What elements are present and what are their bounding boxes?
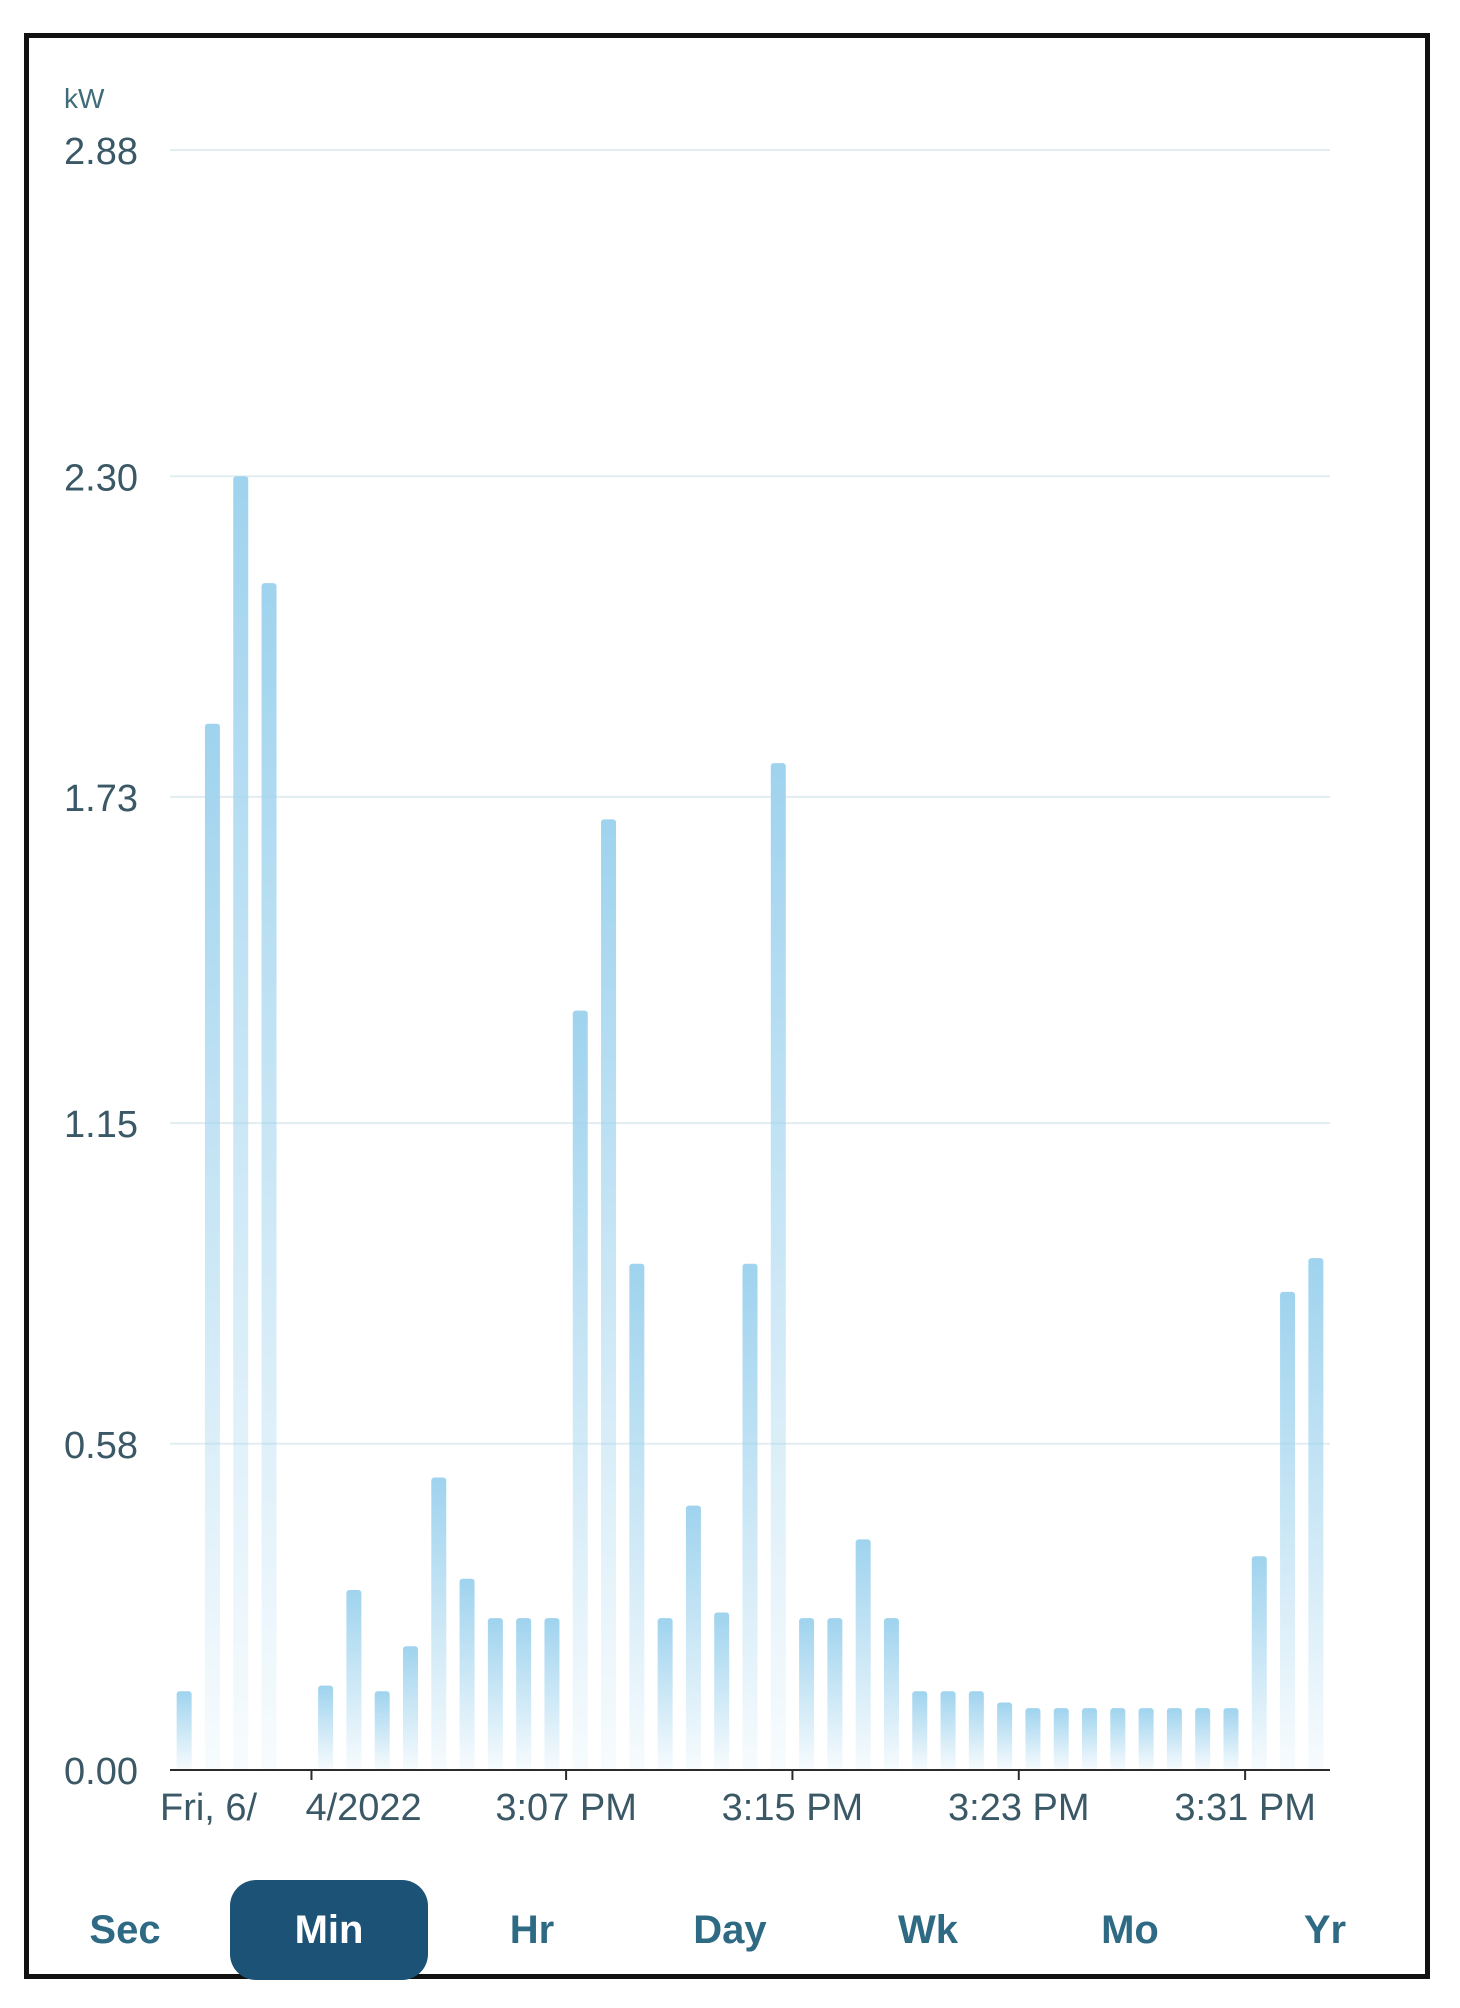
y-axis-unit: kW	[64, 83, 105, 114]
axes: 2.88 2.30 1.73 1.15 0.58 0.00 Fri, 6/4/2022 3:0…	[64, 131, 1330, 1829]
bar	[1053, 1708, 1069, 1770]
x-tick-label: 3:07 PM	[495, 1787, 637, 1829]
y-tick-label: 0.00	[64, 1751, 138, 1793]
x-tick-label: 3:23 PM	[948, 1787, 1090, 1829]
tab-mo[interactable]: Mo	[1101, 1908, 1159, 1952]
tab-min[interactable]: Min	[230, 1880, 428, 1980]
y-tick-label: 0.58	[64, 1425, 138, 1467]
bar	[685, 1505, 701, 1770]
y-tick-label: 2.30	[64, 457, 138, 499]
bar	[431, 1477, 447, 1770]
bar	[1223, 1708, 1239, 1770]
bar	[176, 1691, 192, 1770]
tab-hr[interactable]: Hr	[509, 1908, 555, 1952]
x-tick-label: 3:15 PM	[722, 1787, 864, 1829]
bar	[374, 1691, 390, 1770]
bar	[770, 763, 786, 1770]
bar	[629, 1263, 645, 1770]
bar	[233, 476, 249, 1770]
bar	[1308, 1258, 1324, 1770]
bar	[1110, 1708, 1126, 1770]
gridlines	[170, 149, 1330, 1445]
bar	[657, 1618, 673, 1770]
bar	[1025, 1708, 1041, 1770]
bar	[487, 1618, 503, 1770]
bar	[402, 1646, 418, 1770]
bar	[997, 1702, 1013, 1770]
bar	[572, 1010, 588, 1770]
bar	[799, 1618, 815, 1770]
tab-yr[interactable]: Yr	[1303, 1908, 1347, 1952]
bar	[1138, 1708, 1154, 1770]
bar	[968, 1691, 984, 1770]
bar	[883, 1618, 899, 1770]
tab-wk[interactable]: Wk	[898, 1908, 958, 1952]
power-bar-chart: 2.88 2.30 1.73 1.15 0.58 0.00 Fri, 6/4/2022 3:0…	[64, 83, 1330, 1829]
bar	[261, 583, 277, 1770]
bar	[1280, 1291, 1296, 1770]
bar	[459, 1578, 475, 1770]
bar	[827, 1618, 843, 1770]
bars	[176, 476, 1324, 1770]
bar	[940, 1691, 956, 1770]
y-tick-label: 2.88	[64, 131, 138, 173]
bar	[1082, 1708, 1098, 1770]
bar	[601, 819, 617, 1770]
bar	[855, 1539, 871, 1770]
tab-sec[interactable]: Sec	[89, 1908, 161, 1952]
x-tick-label: 3:31 PM	[1174, 1787, 1316, 1829]
bar	[346, 1590, 362, 1770]
time-range-tabs: Sec Min Hr Day Wk Mo Yr	[60, 1880, 1400, 1990]
y-tick-label: 1.73	[64, 778, 138, 820]
tab-day[interactable]: Day	[693, 1908, 767, 1952]
bar	[544, 1618, 560, 1770]
x-tick-label: 4/2022	[305, 1787, 421, 1829]
bar	[318, 1685, 334, 1770]
y-tick-label: 1.15	[64, 1104, 138, 1146]
bar	[516, 1618, 532, 1770]
bar	[714, 1612, 730, 1770]
bar	[1251, 1556, 1267, 1770]
bar	[204, 723, 220, 1770]
bar	[742, 1263, 758, 1770]
bar	[1166, 1708, 1182, 1770]
bar	[1195, 1708, 1211, 1770]
bar	[912, 1691, 928, 1770]
x-tick-label: Fri, 6/	[160, 1787, 258, 1829]
